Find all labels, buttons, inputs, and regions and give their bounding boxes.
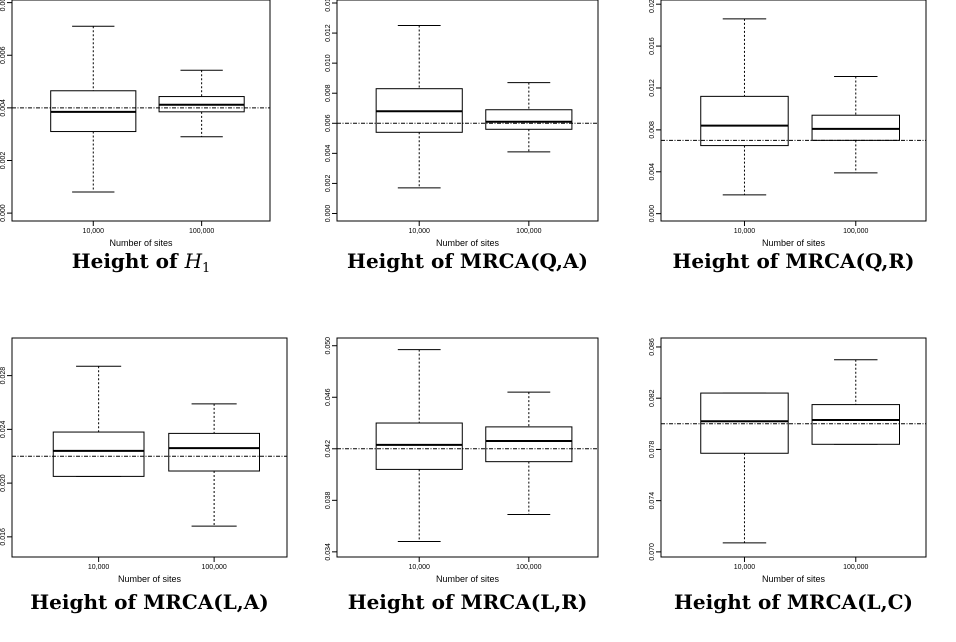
panel-caption: Height of MRCA(Q,R) [673,249,915,273]
box [169,404,260,526]
x-tick-label: 100,000 [201,564,226,571]
boxplot-panel: 0.000 0.002 0.004 0.006 0.008 10,000 100,000 Nu… [0,0,270,276]
caption-text: Height of MRCA(Q,A) [347,249,588,273]
x-axis-label: Number of sites [762,238,826,248]
y-tick-label: 0.008 [0,0,7,11]
y-tick-label: 0.004 [325,144,332,162]
y-tick-label: 0.078 [649,441,656,459]
y-tick-label: 0.000 [649,205,656,223]
y-tick-label: 0.008 [649,121,656,139]
caption-text: Height of [72,249,185,273]
x-tick-label: 100,000 [516,564,541,571]
y-tick-label: 0.012 [325,24,332,42]
caption-text: Height of MRCA(L,R) [348,590,588,614]
x-tick-label: 100,000 [516,228,541,235]
box [51,26,136,192]
panel-caption: Height of MRCA(L,A) [30,590,269,614]
boxplot-panel: 0.000 0.002 0.004 0.006 0.008 0.010 0.012 0.014… [325,0,598,273]
box-iqr [701,96,788,145]
box-iqr [812,405,899,445]
box [701,393,788,543]
box [376,350,462,542]
y-tick-label: 0.028 [0,367,7,385]
x-tick-label: 10,000 [409,564,431,571]
y-tick-label: 0.002 [325,175,332,193]
box [53,366,144,476]
y-tick-label: 0.086 [649,338,656,356]
x-tick-label: 10,000 [734,228,756,235]
caption-math: H [184,249,203,273]
panel-caption: Height of H1 [72,249,211,276]
y-tick-label: 0.020 [649,0,656,13]
box-iqr [169,433,260,471]
box-iqr [486,110,572,130]
x-tick-label: 100,000 [843,228,868,235]
y-tick-label: 0.004 [649,163,656,181]
y-tick-label: 0.042 [325,440,332,458]
y-tick-label: 0.012 [649,79,656,97]
box [486,83,572,152]
x-axis-label: Number of sites [762,574,826,584]
y-tick-label: 0.024 [0,421,7,439]
x-tick-label: 10,000 [734,564,756,571]
caption-text: Height of MRCA(L,C) [674,590,913,614]
boxplot-panel: 0.034 0.038 0.042 0.046 0.050 10,000 100,000 Nu… [325,337,598,614]
y-tick-label: 0.016 [0,528,7,546]
y-tick-label: 0.004 [0,99,7,117]
box [486,392,572,514]
y-tick-label: 0.000 [325,205,332,223]
y-tick-label: 0.070 [649,543,656,561]
boxplot-panel: 0.016 0.020 0.024 0.028 10,000 100,000 Number … [0,338,287,614]
y-tick-label: 0.050 [325,337,332,355]
y-tick-label: 0.020 [0,474,7,492]
box [701,19,788,195]
y-tick-label: 0.038 [325,491,332,509]
panel-caption: Height of MRCA(L,C) [674,590,913,614]
x-tick-label: 10,000 [83,228,105,235]
x-tick-label: 100,000 [189,228,214,235]
y-tick-label: 0.082 [649,389,656,407]
panel-caption: Height of MRCA(Q,A) [347,249,588,273]
box [812,360,899,445]
y-tick-label: 0.034 [325,543,332,561]
x-tick-label: 10,000 [409,228,431,235]
y-tick-label: 0.002 [0,152,7,170]
y-tick-label: 0.046 [325,388,332,406]
y-tick-label: 0.006 [325,114,332,132]
y-tick-label: 0.006 [0,46,7,64]
caption-subscript: 1 [202,261,210,276]
box [159,70,244,137]
x-tick-label: 100,000 [843,564,868,571]
x-axis-label: Number of sites [118,574,182,584]
boxplot-panel: 0.000 0.004 0.008 0.012 0.016 0.020 10,000 100,… [649,0,926,273]
box-iqr [486,427,572,462]
x-axis-label: Number of sites [436,574,500,584]
box-iqr [53,432,144,476]
panel-caption: Height of MRCA(L,R) [348,590,588,614]
x-axis-label: Number of sites [109,238,173,248]
box-iqr [701,393,788,453]
caption-text: Height of MRCA(Q,R) [673,249,915,273]
y-tick-label: 0.074 [649,492,656,510]
y-tick-label: 0.016 [649,37,656,55]
y-tick-label: 0.008 [325,84,332,102]
box [376,26,462,188]
box-iqr [812,115,899,140]
x-tick-label: 10,000 [88,564,110,571]
x-axis-label: Number of sites [436,238,500,248]
y-tick-label: 0.014 [325,0,332,12]
y-tick-label: 0.000 [0,204,7,222]
box [812,76,899,172]
box-iqr [376,423,462,469]
caption-text: Height of MRCA(L,A) [30,590,269,614]
boxplot-panel: 0.070 0.074 0.078 0.082 0.086 10,000 100,000 Nu… [649,338,926,614]
y-tick-label: 0.010 [325,54,332,72]
